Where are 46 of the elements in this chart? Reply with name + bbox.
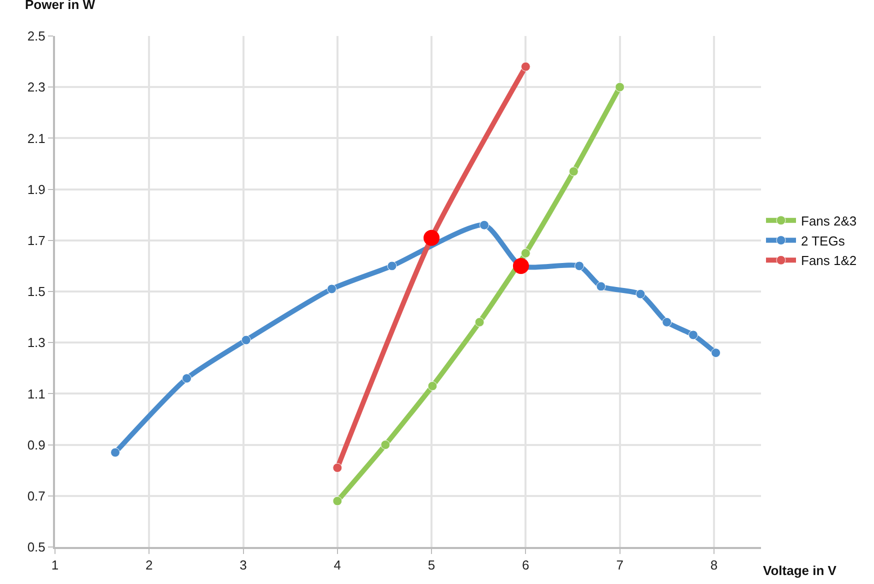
point <box>428 381 438 391</box>
point <box>596 282 606 292</box>
point <box>182 374 192 384</box>
y-tick-label: 1.1 <box>27 386 46 402</box>
point <box>574 261 584 271</box>
legend-label: Fans 2&3 <box>801 213 857 228</box>
x-tick-label: 6 <box>522 558 530 573</box>
point <box>520 248 530 258</box>
point <box>332 463 342 473</box>
point <box>380 440 390 450</box>
x-tick-label: 8 <box>710 558 718 573</box>
point <box>387 261 397 271</box>
y-tick-label: 2.3 <box>27 80 46 95</box>
point <box>615 82 625 92</box>
y-tick-label: 0.7 <box>27 488 46 504</box>
x-tick-label: 2 <box>146 558 153 573</box>
legend-label: Fans 1&2 <box>801 253 857 268</box>
point <box>568 166 578 176</box>
x-axis-title: Voltage in V <box>763 563 837 578</box>
y-tick-label: 2.1 <box>27 130 46 146</box>
point <box>110 448 120 458</box>
point <box>474 317 484 327</box>
point <box>520 62 530 72</box>
x-tick-label: 3 <box>240 558 247 573</box>
x-tick-label: 1 <box>51 558 59 573</box>
x-tick-label: 5 <box>428 558 436 573</box>
y-tick-label: 0.5 <box>27 540 46 555</box>
y-tick-label: 1.7 <box>27 232 46 248</box>
y-tick-label: 1.9 <box>27 182 46 197</box>
y-tick-label: 1.5 <box>27 284 46 300</box>
point <box>332 496 342 506</box>
point <box>241 335 251 345</box>
y-tick-label: 2.5 <box>27 28 46 44</box>
point <box>480 220 489 230</box>
y-tick-label: 1.3 <box>27 335 46 350</box>
x-tick-label: 7 <box>616 558 624 573</box>
point <box>424 230 440 246</box>
y-tick-label: 0.9 <box>27 437 46 452</box>
point <box>327 284 336 294</box>
point <box>688 330 698 340</box>
x-tick-label: 4 <box>334 558 342 573</box>
point <box>512 258 529 274</box>
legend-label: 2 TEGs <box>801 233 846 248</box>
point <box>636 289 646 299</box>
point <box>711 348 721 358</box>
point <box>662 317 672 327</box>
